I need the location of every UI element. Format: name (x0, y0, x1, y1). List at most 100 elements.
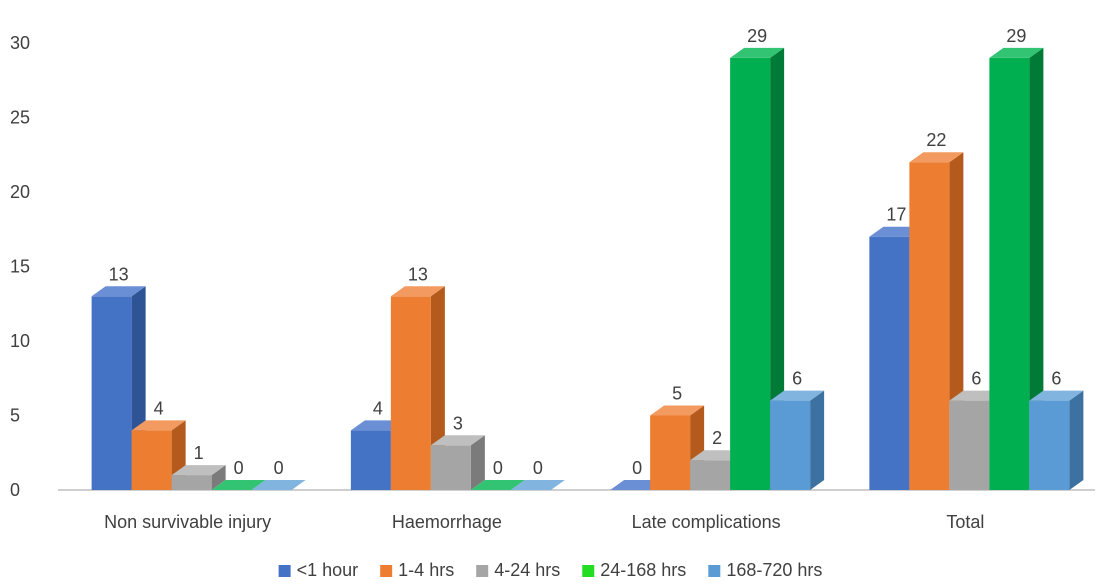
bar (251, 480, 306, 490)
bar (989, 47, 1044, 491)
bar-top (171, 465, 226, 476)
bar-top (510, 480, 565, 490)
data-label: 0 (234, 458, 244, 478)
legend-swatch (380, 565, 393, 577)
data-label: 1 (194, 443, 204, 463)
legend-label: 4-24 hrs (494, 560, 560, 580)
data-label: 2 (712, 428, 722, 448)
bar-side (810, 390, 825, 490)
y-tick-label: 0 (10, 480, 20, 500)
bar-top (650, 405, 705, 416)
bar-side (1069, 390, 1084, 490)
data-label: 6 (971, 369, 981, 389)
bar-top (470, 480, 525, 490)
data-label: 4 (373, 398, 383, 418)
bar-front (390, 296, 431, 490)
bar-front (430, 445, 471, 490)
legend-item: 4-24 hrs (476, 560, 560, 580)
bar-side (470, 435, 485, 490)
bar (730, 47, 785, 491)
bar-front (869, 236, 910, 490)
legend-label: <1 hour (297, 560, 359, 580)
bar (650, 405, 705, 490)
data-label: 29 (747, 26, 767, 46)
bar (211, 480, 266, 490)
legend-item: 24-168 hrs (582, 560, 686, 580)
legend-item: 1-4 hrs (380, 560, 454, 580)
bars (91, 47, 1084, 491)
legend-label: 168-720 hrs (726, 560, 822, 580)
bar-top (211, 480, 266, 490)
bar-top (251, 480, 306, 490)
bar-front (770, 400, 811, 490)
legend-swatch (278, 565, 291, 577)
data-label: 0 (493, 458, 503, 478)
bar-side (1029, 47, 1044, 491)
x-axis: Non survivable injury Haemorrhage Late com… (104, 512, 984, 532)
legend: <1 hour 1-4 hrs 4-24 hrs 24-168 hrs 168-720 … (278, 560, 822, 580)
bar-front (989, 57, 1030, 491)
data-label: 29 (1006, 26, 1026, 46)
bar (171, 465, 226, 490)
legend-swatch (582, 565, 595, 577)
y-tick-label: 30 (10, 33, 30, 53)
bar (390, 286, 445, 490)
bar-top (1029, 390, 1084, 401)
y-tick-label: 20 (10, 182, 30, 202)
data-label: 0 (632, 458, 642, 478)
data-label: 4 (154, 398, 164, 418)
data-label: 5 (672, 384, 682, 404)
bar-front (730, 57, 771, 491)
category-label: Late complications (632, 512, 781, 532)
data-label: 17 (886, 205, 906, 225)
data-label: 0 (533, 458, 543, 478)
data-label: 3 (453, 413, 463, 433)
y-tick-label: 10 (10, 331, 30, 351)
data-label: 6 (1051, 369, 1061, 389)
y-tick-label: 5 (10, 406, 20, 426)
data-label: 0 (274, 458, 284, 478)
bar-front (350, 430, 391, 490)
legend-swatch (708, 565, 721, 577)
bar-front (690, 460, 731, 490)
bar (430, 435, 485, 490)
bar-top (909, 152, 964, 163)
bar-top (430, 435, 485, 446)
bar-top (989, 47, 1044, 58)
category-label: Total (946, 512, 984, 532)
legend-label: 1-4 hrs (398, 560, 454, 580)
bar-front (171, 475, 212, 490)
bar-top (91, 286, 146, 297)
category-label: Non survivable injury (104, 512, 271, 532)
bar-front (949, 400, 990, 490)
data-label: 22 (926, 130, 946, 150)
data-label: 13 (408, 264, 428, 284)
bar-side (211, 465, 226, 490)
category-label: Haemorrhage (392, 512, 502, 532)
bar-front (1029, 400, 1070, 490)
data-label: 6 (792, 369, 802, 389)
bar-front (131, 430, 172, 490)
bar (770, 390, 825, 490)
bar (1029, 390, 1084, 490)
legend-item: <1 hour (278, 560, 359, 580)
y-tick-label: 15 (10, 257, 30, 277)
data-label: 13 (109, 264, 129, 284)
bar-front (650, 415, 691, 490)
y-tick-label: 25 (10, 108, 30, 128)
bar-top (730, 47, 785, 58)
bar-top (770, 390, 825, 401)
legend-label: 24-168 hrs (600, 560, 686, 580)
bar-top (390, 286, 445, 297)
bar-front (909, 162, 950, 490)
bar (510, 480, 565, 490)
bar (470, 480, 525, 490)
legend-swatch (476, 565, 489, 577)
bar (909, 152, 964, 490)
bar-top (131, 420, 186, 431)
bar-front (91, 296, 132, 490)
bar-side (770, 47, 785, 491)
